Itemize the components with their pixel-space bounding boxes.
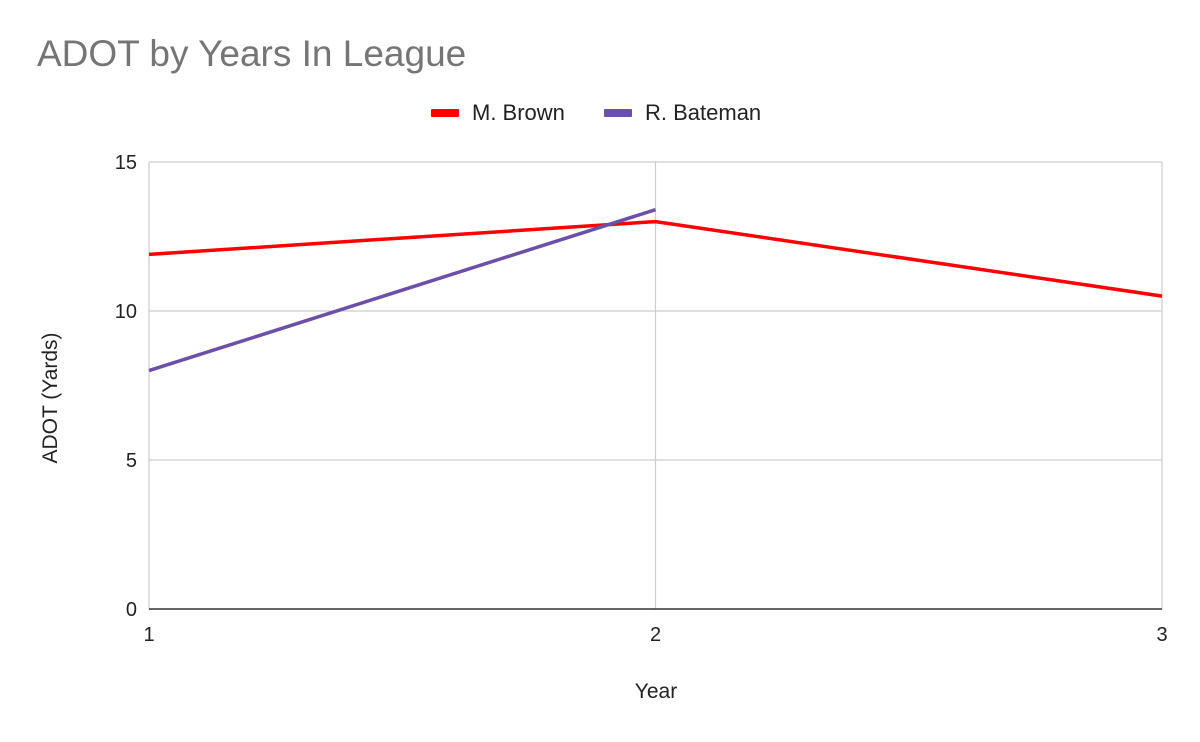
gridlines <box>148 161 1163 609</box>
legend-label-r-bateman: R. Bateman <box>645 100 762 125</box>
series-lines <box>148 208 1163 373</box>
y-axis-title: ADOT (Yards) <box>39 332 62 463</box>
y-tick-label: 0 <box>126 599 137 621</box>
series-line-r-bateman[interactable] <box>148 208 657 373</box>
legend-swatch-r-bateman <box>604 109 632 117</box>
y-tick-label: 10 <box>115 301 137 323</box>
legend-label-m-brown: M. Brown <box>472 100 565 125</box>
x-tick-label: 2 <box>650 624 661 646</box>
chart-legend: M. Brown R. Bateman <box>0 99 1200 127</box>
x-axis-title: Year <box>635 680 677 703</box>
tick-labels: 0 5 10 15 1 2 3 <box>115 152 1168 646</box>
x-tick-label: 3 <box>1156 624 1167 646</box>
y-tick-label: 5 <box>126 450 137 472</box>
series-line-m-brown[interactable] <box>148 219 1163 298</box>
legend-item-m-brown[interactable]: M. Brown <box>431 99 565 127</box>
x-tick-label: 1 <box>143 624 154 646</box>
legend-item-r-bateman[interactable]: R. Bateman <box>604 99 761 127</box>
y-tick-label: 15 <box>115 152 137 174</box>
legend-swatch-m-brown <box>431 109 459 117</box>
chart-title: ADOT by Years In League <box>37 33 467 74</box>
